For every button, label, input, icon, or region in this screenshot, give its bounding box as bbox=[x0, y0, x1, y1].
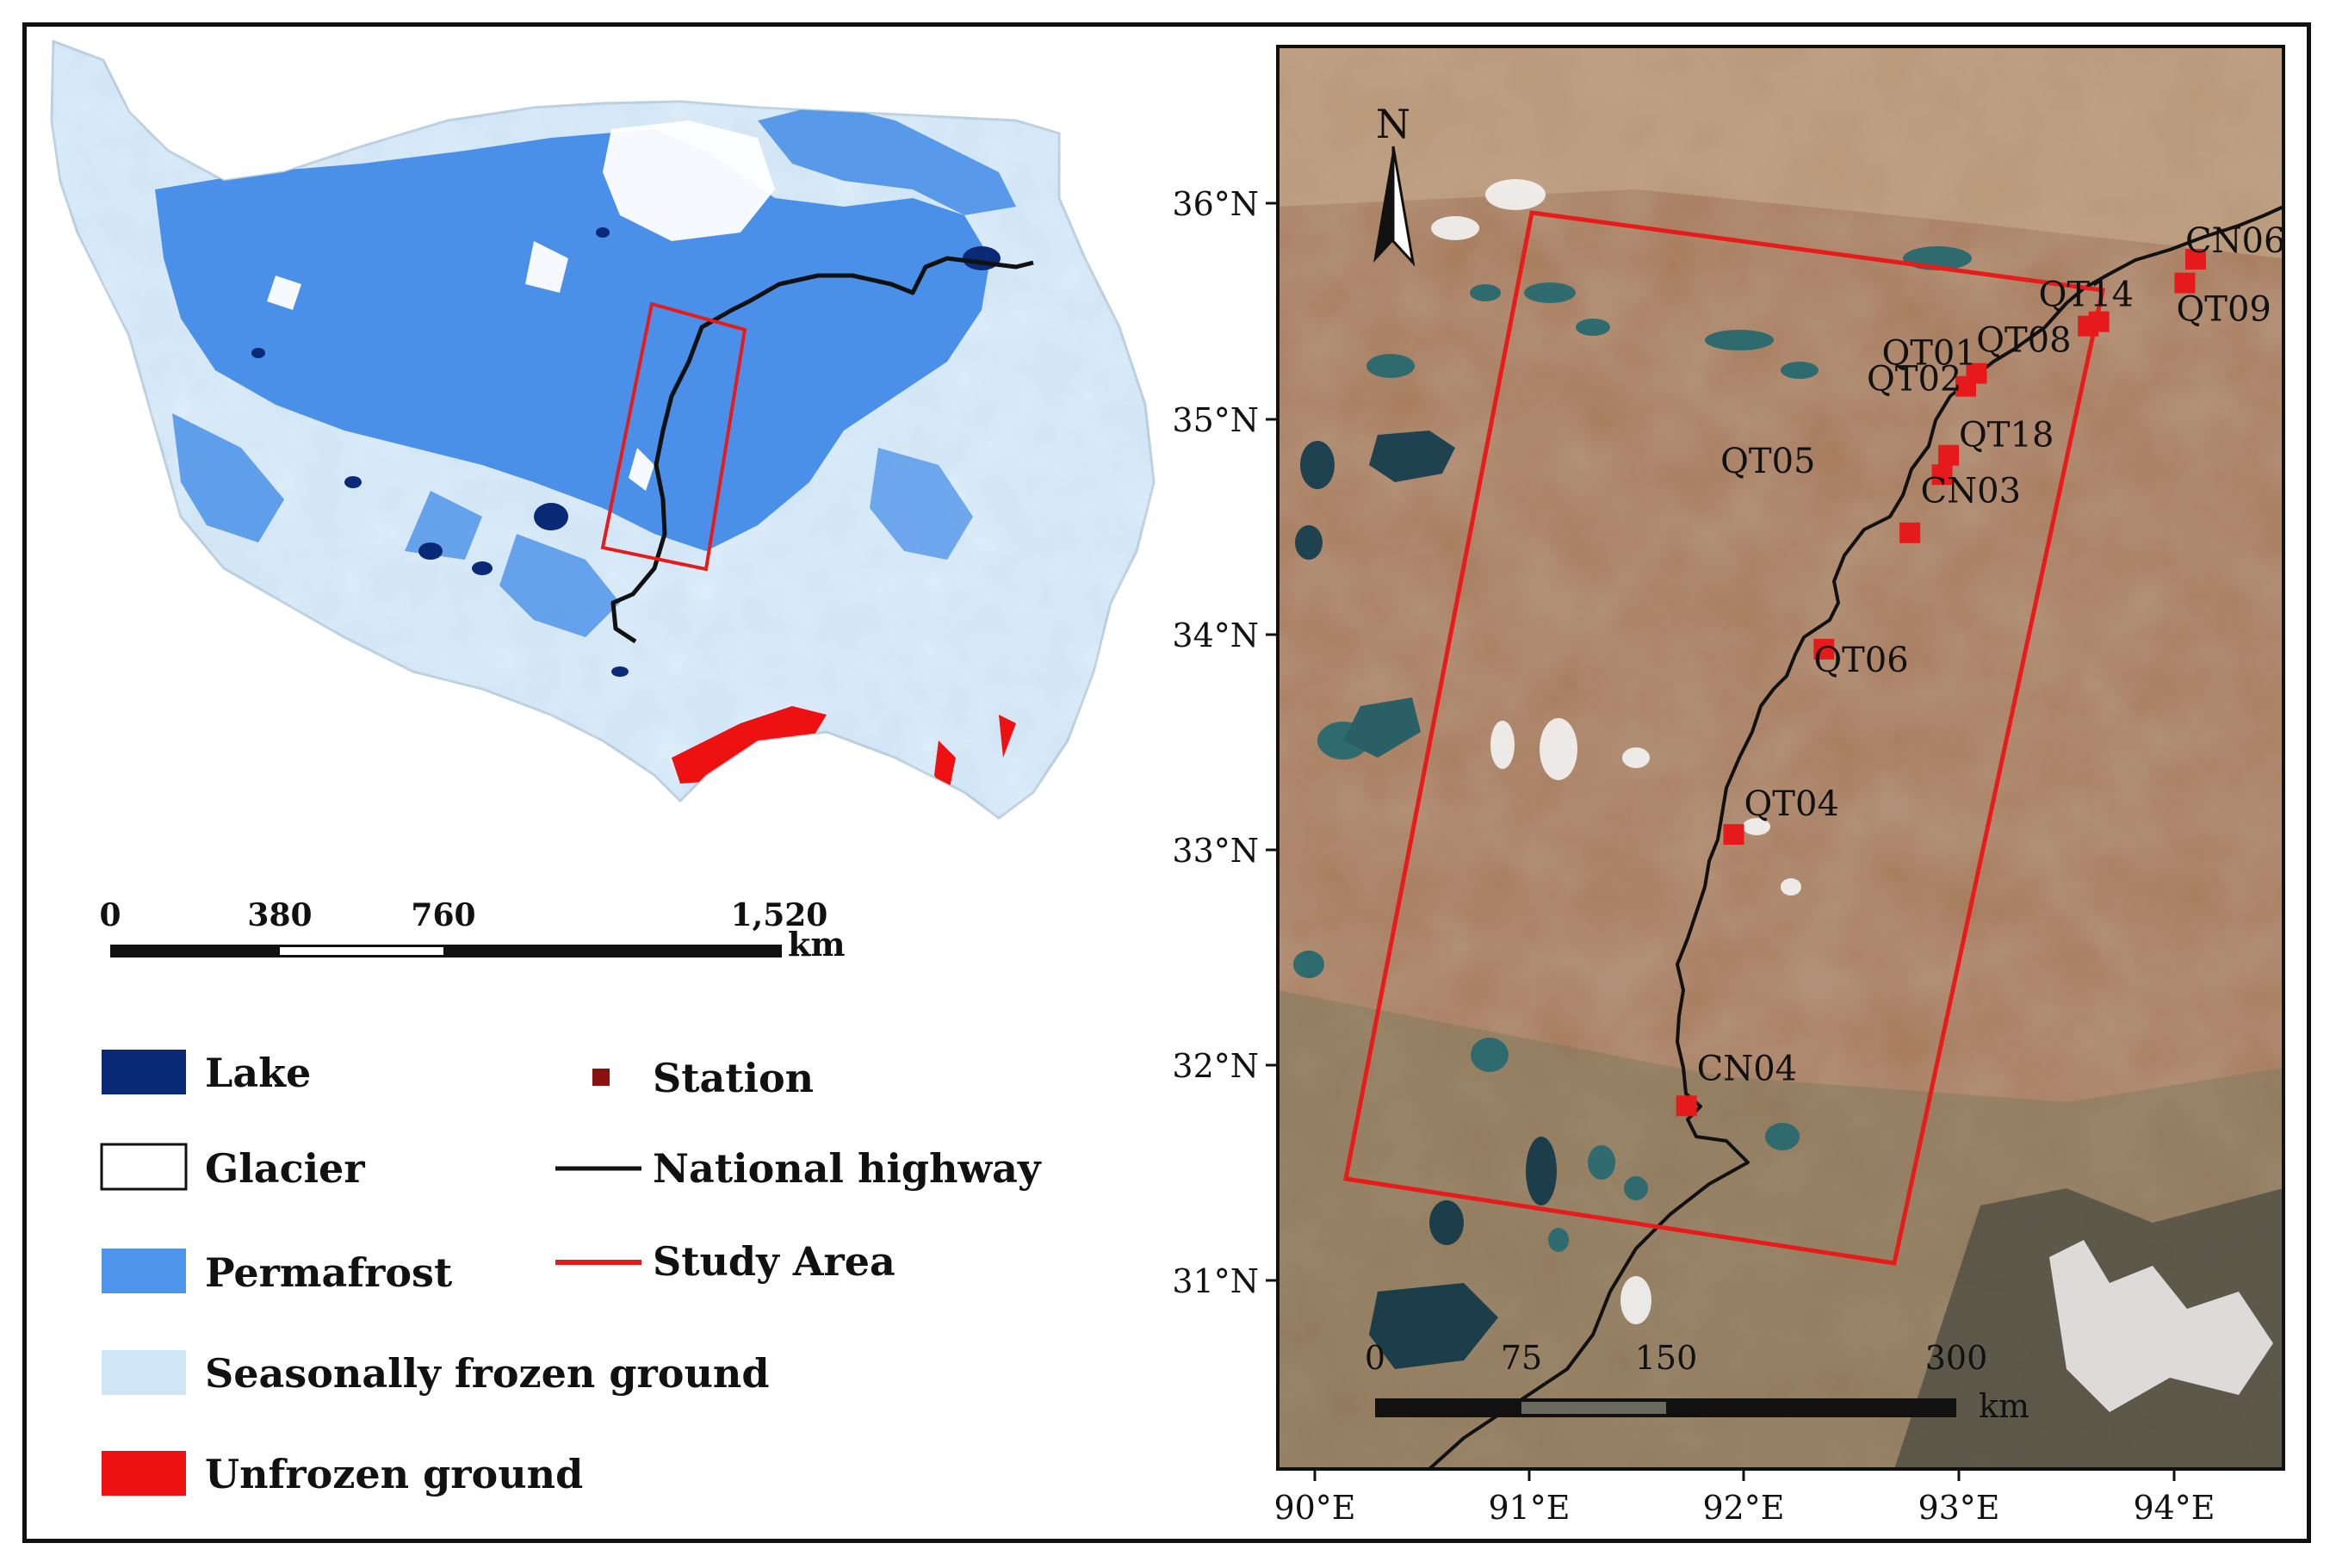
lat-label-34: 34°N bbox=[1172, 617, 1259, 654]
legend-swatch-lake bbox=[102, 1050, 186, 1094]
overview-scale-tick-1: 380 bbox=[247, 897, 312, 933]
lat-label-31: 31°N bbox=[1172, 1262, 1259, 1300]
lon-label-94: 94°E bbox=[2133, 1489, 2215, 1527]
overview-scale-unit: km bbox=[788, 925, 846, 964]
permafrost-area bbox=[155, 103, 1016, 637]
north-label: N bbox=[1376, 101, 1410, 147]
station-label-qt08: QT08 bbox=[1976, 321, 2071, 361]
station-label-cn03: CN03 bbox=[1921, 471, 2022, 511]
lat-label-33: 33°N bbox=[1172, 832, 1259, 870]
detail-scale-tick-0: 0 bbox=[1365, 1339, 1385, 1377]
overview-scale-bar: 0 380 760 1,520 km bbox=[99, 897, 845, 964]
legend-label-lake: Lake bbox=[205, 1050, 311, 1096]
legend-label-unfrozen: Unfrozen ground bbox=[205, 1451, 583, 1497]
station-marker-qt18 bbox=[1938, 444, 1960, 466]
detail-scale-bar: 0 75 150 300 km bbox=[1365, 1339, 2029, 1425]
latitude-axis bbox=[1266, 201, 1278, 1282]
station-marker-qt02 bbox=[1955, 375, 1976, 397]
overview-study-area bbox=[600, 301, 747, 572]
detail-study-area bbox=[1343, 210, 2106, 1266]
station-marker-qt04 bbox=[1723, 824, 1744, 846]
station-marker-cn03 bbox=[1931, 464, 1953, 486]
longitude-labels: 90°E 91°E 92°E 93°E 94°E bbox=[1273, 1489, 2215, 1527]
legend-swatch-permafrost bbox=[102, 1249, 186, 1293]
detail-scale-unit: km bbox=[1979, 1387, 2029, 1425]
satellite-lakes bbox=[1293, 246, 1972, 1369]
station-marker-cn06 bbox=[2184, 249, 2206, 270]
overview-scale-tick-2: 760 bbox=[411, 897, 475, 933]
detail-scale-tick-3: 300 bbox=[1925, 1339, 1988, 1377]
legend-label-highway: National highway bbox=[653, 1145, 1042, 1192]
station-label-qt05: QT05 bbox=[1720, 442, 1815, 481]
legend-label-study-area: Study Area bbox=[653, 1238, 895, 1285]
station-marker-qt09 bbox=[2174, 272, 2196, 294]
station-label-qt06: QT06 bbox=[1813, 641, 1908, 680]
legend-swatch-glacier bbox=[100, 1143, 188, 1191]
lat-label-36: 36°N bbox=[1172, 185, 1259, 223]
station-label-cn04: CN04 bbox=[1697, 1049, 1798, 1088]
legend-swatch-seasonally-frozen bbox=[102, 1350, 186, 1395]
lon-label-93: 93°E bbox=[1918, 1489, 1999, 1527]
station-marker-cn04 bbox=[1676, 1095, 1697, 1117]
station-marker-qt06 bbox=[1813, 638, 1835, 660]
longitude-axis bbox=[1313, 1469, 2176, 1481]
station-marker-qt05 bbox=[1899, 522, 1921, 543]
station-label-cn06: CN06 bbox=[2185, 221, 2286, 261]
lat-label-32: 32°N bbox=[1172, 1047, 1259, 1085]
station-marker-qt08 bbox=[2078, 315, 2099, 337]
overview-map: 0 380 760 1,520 km bbox=[50, 40, 1156, 964]
snow-patches bbox=[1431, 179, 1801, 1324]
legend-label-permafrost: Permafrost bbox=[205, 1249, 453, 1296]
legend-label-glacier: Glacier bbox=[205, 1145, 365, 1192]
detail-scale-tick-2: 150 bbox=[1635, 1339, 1698, 1377]
station-label-qt09: QT09 bbox=[2176, 290, 2271, 330]
detail-scale-tick-1: 75 bbox=[1501, 1339, 1542, 1377]
overview-highway bbox=[610, 256, 1034, 644]
station-label-qt18: QT18 bbox=[1959, 416, 2054, 456]
overview-scale-tick-3: 1,520 bbox=[731, 897, 828, 933]
detail-highway bbox=[1428, 205, 2283, 1469]
legend-label-station: Station bbox=[653, 1055, 814, 1101]
lake-area bbox=[251, 227, 1001, 677]
lon-label-91: 91°E bbox=[1488, 1489, 1570, 1527]
north-arrow-icon: N bbox=[1373, 101, 1416, 267]
station-label-qt01: QT01 bbox=[1881, 334, 1976, 374]
glacier-area bbox=[267, 121, 775, 491]
latitude-labels: 36°N 35°N 34°N 33°N 32°N 31°N bbox=[1172, 185, 1259, 1300]
lon-label-90: 90°E bbox=[1273, 1489, 1355, 1527]
legend-swatch-unfrozen bbox=[102, 1451, 186, 1496]
lon-label-92: 92°E bbox=[1702, 1489, 1784, 1527]
station-label-qt02: QT02 bbox=[1867, 360, 1961, 400]
legend: Lake Glacier Permafrost Seasonally froze… bbox=[100, 1050, 1042, 1497]
station-label-qt14: QT14 bbox=[2039, 276, 2134, 315]
legend-swatch-station bbox=[592, 1069, 610, 1086]
detail-map-border bbox=[1276, 45, 2285, 1471]
station-label-qt04: QT04 bbox=[1744, 784, 1839, 824]
lat-label-35: 35°N bbox=[1172, 401, 1259, 439]
figure-frame bbox=[22, 22, 2311, 1543]
overview-scale-tick-0: 0 bbox=[99, 897, 121, 933]
legend-label-seasonally-frozen: Seasonally frozen ground bbox=[205, 1350, 770, 1397]
